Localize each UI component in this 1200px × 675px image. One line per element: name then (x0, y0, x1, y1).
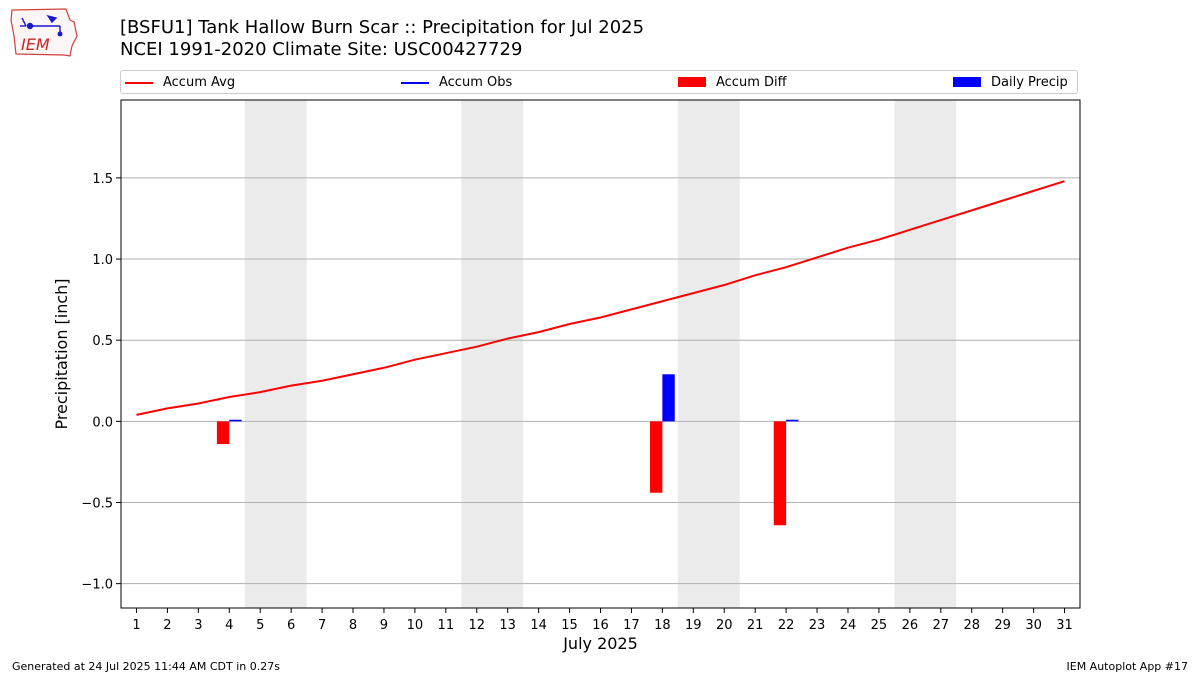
x-tick-label: 9 (380, 618, 388, 633)
weekend-shading (244, 100, 957, 608)
x-tick-label: 15 (561, 618, 578, 633)
y-tick-label: −1.0 (81, 578, 113, 593)
chart-subtitle: NCEI 1991-2020 Climate Site: USC00427729 (120, 39, 523, 60)
logo-text: IEM (21, 35, 50, 54)
x-tick-label: 10 (407, 618, 424, 633)
x-tick-label: 28 (963, 618, 980, 633)
x-axis-ticks: 1 2 3 4 5 6 7 8 9 10 11 12 13 14 15 16 17 18 19 20 21 22 23 24 2… (132, 608, 1073, 633)
x-tick-label: 20 (716, 618, 733, 633)
x-tick-label: 23 (809, 618, 826, 633)
x-tick-label: 11 (438, 618, 455, 633)
daily-precip-bar (229, 419, 242, 422)
accum-avg-series (136, 180, 1065, 416)
y-tick-label: 0.5 (92, 334, 113, 349)
x-tick-label: 13 (499, 618, 516, 633)
y-tick-label: 1.5 (92, 172, 113, 187)
x-tick-label: 16 (592, 618, 609, 633)
y-axis-label: Precipitation [inch] (52, 278, 71, 429)
x-tick-label: 12 (468, 618, 485, 633)
chart-title: [BSFU1] Tank Hallow Burn Scar :: Precipi… (120, 17, 645, 38)
y-tick-label: 0.0 (92, 415, 113, 430)
y-tick-label: −0.5 (81, 497, 113, 512)
accum-diff-bar (773, 421, 787, 526)
legend-swatch-accum-avg (125, 82, 153, 84)
legend: Accum Avg Accum Obs Accum Diff Daily Pre… (120, 70, 1078, 94)
y-tick-label: 1.0 (92, 253, 113, 268)
legend-label-accum-diff: Accum Diff (716, 75, 787, 90)
legend-label-accum-avg: Accum Avg (163, 75, 236, 90)
x-tick-label: 22 (778, 618, 795, 633)
weekend-band (244, 100, 307, 608)
x-tick-label: 26 (902, 618, 919, 633)
weekend-band (677, 100, 740, 608)
legend-swatch-daily-precip (953, 77, 981, 87)
bars (216, 374, 799, 526)
app-label: IEM Autoplot App #17 (1066, 660, 1189, 673)
x-tick-label: 7 (318, 618, 326, 633)
x-axis-label: July 2025 (562, 634, 638, 653)
x-tick-label: 1 (132, 618, 140, 633)
x-tick-label: 8 (349, 618, 357, 633)
weekend-band (461, 100, 524, 608)
x-tick-label: 17 (623, 618, 640, 633)
x-tick-label: 18 (654, 618, 671, 633)
accum-diff-bar (649, 421, 663, 493)
x-tick-label: 24 (840, 618, 857, 633)
x-tick-label: 14 (530, 618, 547, 633)
y-axis-ticks: −1.0 −0.5 0.0 0.5 1.0 1.5 (81, 172, 121, 593)
x-tick-label: 19 (685, 618, 702, 633)
x-tick-label: 5 (256, 618, 264, 633)
daily-precip-bar (786, 419, 799, 422)
legend-swatch-accum-diff (678, 77, 706, 87)
iem-logo: IEM (10, 8, 78, 57)
x-tick-label: 6 (287, 618, 295, 633)
x-tick-label: 25 (871, 618, 888, 633)
x-tick-label: 4 (225, 618, 233, 633)
legend-label-daily-precip: Daily Precip (991, 75, 1068, 90)
legend-label-accum-obs: Accum Obs (439, 75, 513, 90)
x-tick-label: 31 (1056, 618, 1073, 633)
daily-precip-bar (662, 374, 675, 422)
y-gridlines (121, 177, 1080, 585)
x-tick-label: 3 (194, 618, 202, 633)
accum-avg-line (136, 180, 1065, 416)
x-tick-label: 21 (747, 618, 764, 633)
accum-diff-bar (216, 421, 230, 445)
generated-timestamp: Generated at 24 Jul 2025 11:44 AM CDT in… (12, 660, 280, 673)
x-tick-label: 29 (994, 618, 1011, 633)
weekend-band (894, 100, 957, 608)
legend-swatch-accum-obs (401, 82, 429, 84)
x-tick-label: 27 (933, 618, 950, 633)
x-tick-label: 30 (1025, 618, 1042, 633)
x-tick-label: 2 (163, 618, 171, 633)
